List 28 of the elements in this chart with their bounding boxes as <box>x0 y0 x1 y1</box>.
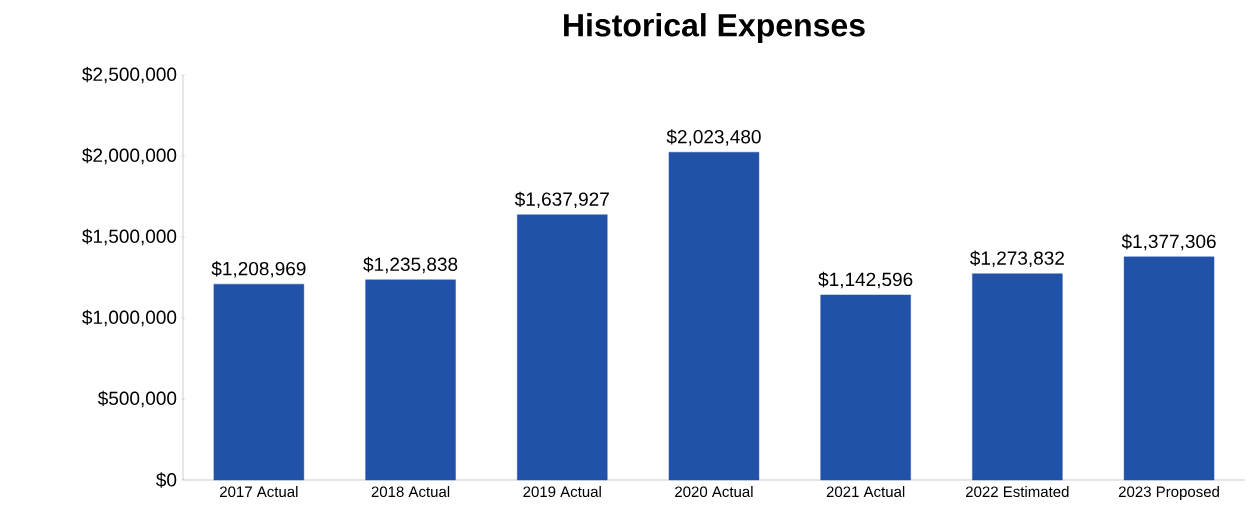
bar <box>668 151 760 481</box>
x-tick-label: 2022 Estimated <box>966 486 1069 498</box>
x-tick-label: 2019 Actual <box>523 486 601 498</box>
bar <box>517 214 608 481</box>
y-tick-label: $1,500,000 <box>82 228 177 246</box>
data-label: $1,273,832 <box>970 250 1064 268</box>
bar <box>365 279 456 481</box>
y-tick-label: $2,500,000 <box>82 66 177 84</box>
y-tick-label: $2,000,000 <box>82 147 177 165</box>
x-tick-label: 2020 Actual <box>675 486 753 498</box>
y-tick-label: $500,000 <box>97 390 177 408</box>
chart-title: Historical Expenses <box>564 13 865 43</box>
bar <box>1123 256 1215 481</box>
y-tick-label: $1,000,000 <box>82 309 177 327</box>
x-tick-label: 2021 Actual <box>826 486 905 498</box>
bar <box>213 283 305 481</box>
data-label: $2,023,480 <box>666 129 761 146</box>
data-label: $1,235,838 <box>363 256 458 274</box>
data-label: $1,377,306 <box>1121 233 1216 251</box>
data-label: $1,208,969 <box>211 261 306 278</box>
data-label: $1,637,927 <box>514 191 609 209</box>
x-tick-label: 2018 Actual <box>371 486 450 498</box>
data-label: $1,142,596 <box>818 271 913 289</box>
x-tick-label: 2023 Proposed <box>1118 486 1219 500</box>
bar <box>972 273 1063 481</box>
y-tick-label: $0 <box>156 472 177 488</box>
x-tick-label: 2017 Actual <box>220 486 298 498</box>
bar <box>820 294 911 481</box>
